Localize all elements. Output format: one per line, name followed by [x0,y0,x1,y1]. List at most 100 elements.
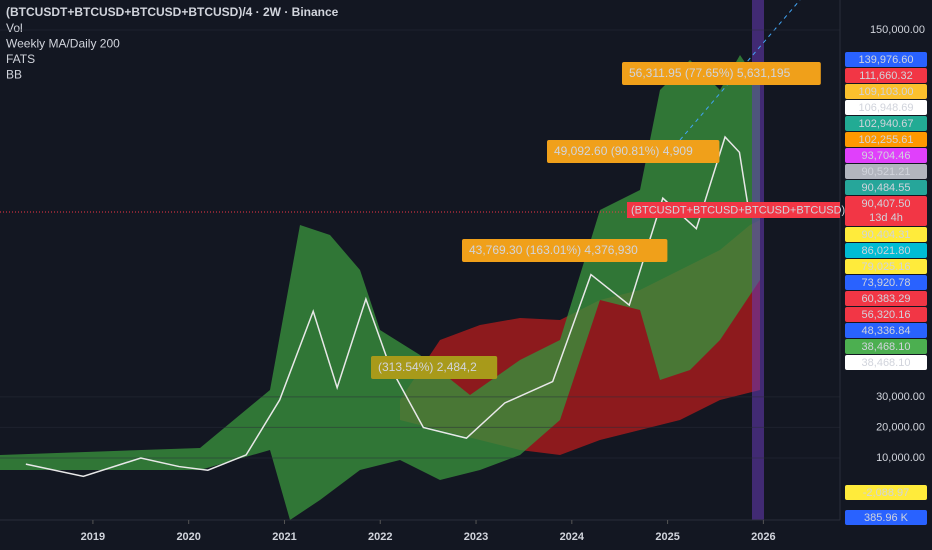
price-badge-label: 86,021.80 [862,245,911,257]
price-badge-bg [845,100,927,115]
time-tick-label: 2022 [368,531,392,543]
price-badge: 56,320.16 [845,307,927,322]
price-badge: 111,660.32 [845,68,927,83]
price-badge: 90,521.21 [845,164,927,179]
price-badge-label: 102,255.61 [858,134,913,146]
price-badge: 102,255.61 [845,132,927,147]
time-tick-label: 2020 [176,531,200,543]
price-badge-label: 111,660.32 [859,70,912,82]
measurement-box [622,62,821,85]
price-badge-bg [845,84,927,99]
time-tick-label: 2019 [81,531,105,543]
measurement-box [462,239,668,262]
measurement: 43,769.30 (163.01%) 4,376,930 [462,239,668,262]
price-badge: 106,948.69 [845,100,927,115]
price-badge-bg [845,132,927,147]
price-badge-bg [845,227,927,242]
time-tick-label: 2023 [464,531,488,543]
indicator-label: BB [6,68,22,82]
price-tick-label: 20,000.00 [876,421,925,433]
price-badge-label: 73,920.78 [862,277,911,289]
trend-line [679,0,801,141]
price-badge-bg [845,323,927,338]
price-badge: 93,704.46 [845,148,927,163]
price-badge-countdown: 13d 4h [869,212,903,224]
time-tick-label: 2021 [272,531,296,543]
price-tick-label: 10,000.00 [876,452,925,464]
volume-badge: 385.96 K [845,510,927,525]
price-badge: 139,976.60 [845,52,927,67]
measurement-label: (313.54%) 2,484,2 [378,360,477,374]
price-badge-label: 106,948.69 [858,102,913,114]
price-badge-label: 38,468.10 [862,341,911,353]
price-badge-bg [845,68,927,83]
price-badge-bg [845,355,927,370]
price-badge-label: 48,336.84 [862,325,911,337]
price-badge-label: 38,468.10 [862,357,911,369]
volume-badge-label: 385.96 K [864,512,909,524]
time-tick-label: 2026 [751,531,775,543]
price-badge: 79,025.16 [845,259,927,274]
price-badge: 109,103.00 [845,84,927,99]
price-badge-bg [845,116,927,131]
measurement-box [371,356,498,379]
price-badge-bg [845,196,927,226]
volume-badge-bg [845,510,927,525]
price-badge-label: 93,704.46 [862,150,911,162]
price-badge: 90,407.50 13d 4h [845,196,927,226]
time-tick-label: 2025 [655,531,679,543]
indicator-label: Vol [6,21,23,35]
symbol-label: (BTCUSDT+BTCUSD+BTCUSD+BTCUSD)/4 [627,202,854,218]
price-badge-bg [845,275,927,290]
volume-badge-bg [845,485,927,500]
price-badge-label: 139,976.60 [858,54,913,66]
price-badge-bg [845,307,927,322]
price-badge-label: 56,320.16 [862,309,911,321]
price-badge-label: 60,383.29 [862,293,911,305]
measurement: 56,311.95 (77.65%) 5,631,195 [622,62,821,85]
price-badge-label: 90,407.50 [862,198,911,210]
price-badge-bg [845,180,927,195]
symbol-label-bg [627,202,840,218]
price-badge: 48,336.84 [845,323,927,338]
time-tick-label: 2024 [560,531,585,543]
price-badge-bg [845,339,927,354]
measurement: (313.54%) 2,484,2 [371,356,498,379]
indicator-label: FATS [6,52,35,66]
future-zone [752,0,764,520]
measurement-label: 49,092.60 (90.81%) 4,909 [554,144,693,158]
price-badge: 90,404.31 [845,227,927,242]
price-badge-bg [845,52,927,67]
price-badge-bg [845,164,927,179]
symbol-title: (BTCUSDT+BTCUSD+BTCUSD+BTCUSD)/4 · 2W · … [6,5,339,19]
price-badge: 73,920.78 [845,275,927,290]
volume-badge: -2,088.97 [845,485,927,500]
price-badge-bg [845,243,927,258]
price-badge-label: 90,484.55 [862,182,911,194]
price-badge: 90,484.55 [845,180,927,195]
price-badge: 102,940.67 [845,116,927,131]
price-badge-bg [845,291,927,306]
indicator-label: Weekly MA/Daily 200 [6,37,120,51]
price-badge-label: 109,103.00 [858,86,913,98]
price-tick-label: 150,000.00 [870,24,925,36]
price-badge-bg [845,259,927,274]
header: (BTCUSDT+BTCUSD+BTCUSD+BTCUSD)/4 · 2W · … [6,5,339,19]
measurement-label: 56,311.95 (77.65%) 5,631,195 [629,66,791,80]
price-badge-bg [845,148,927,163]
price-badge: 38,468.10 [845,355,927,370]
symbol-label-text: (BTCUSDT+BTCUSD+BTCUSD+BTCUSD)/4 [631,204,854,216]
measurement-box [547,140,720,163]
price-tick-label: 30,000.00 [876,391,925,403]
price-badge-label: 79,025.16 [862,261,911,273]
volume-badge-label: -2,088.97 [863,487,909,499]
measurement: 49,092.60 (90.81%) 4,909 [547,140,720,163]
measurement-label: 43,769.30 (163.01%) 4,376,930 [469,243,638,257]
price-badge-label: 90,404.31 [862,229,911,241]
price-badge: 86,021.80 [845,243,927,258]
price-badge: 38,468.10 [845,339,927,354]
price-badge-label: 102,940.67 [858,118,913,130]
price-badge-label: 90,521.21 [862,166,911,178]
price-badge: 60,383.29 [845,291,927,306]
